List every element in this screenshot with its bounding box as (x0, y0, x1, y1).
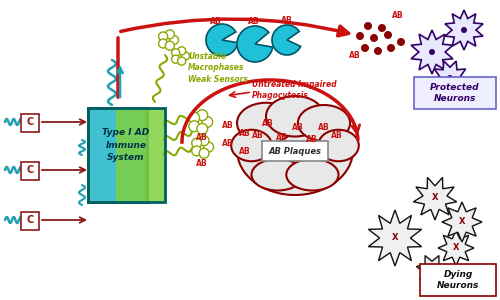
Circle shape (204, 142, 214, 152)
Text: AB: AB (331, 130, 343, 140)
Circle shape (370, 34, 378, 42)
FancyBboxPatch shape (262, 141, 328, 161)
Circle shape (378, 24, 386, 32)
Text: AB: AB (248, 17, 260, 26)
Text: Type I AD
Immune
System: Type I AD Immune System (102, 128, 150, 162)
Circle shape (461, 27, 467, 33)
Text: X: X (392, 233, 398, 242)
Circle shape (364, 22, 372, 30)
Ellipse shape (318, 130, 359, 161)
Circle shape (197, 123, 207, 134)
Circle shape (189, 121, 200, 132)
Circle shape (170, 35, 178, 44)
Polygon shape (438, 230, 474, 266)
Circle shape (178, 47, 186, 55)
Ellipse shape (252, 159, 304, 190)
Circle shape (197, 110, 207, 121)
Ellipse shape (266, 96, 324, 136)
Text: AB: AB (306, 136, 318, 145)
Text: AB Plaques: AB Plaques (268, 146, 322, 155)
Ellipse shape (237, 105, 353, 195)
Text: AB: AB (252, 130, 264, 140)
Circle shape (166, 41, 174, 50)
Circle shape (387, 44, 395, 52)
Circle shape (429, 49, 435, 55)
Circle shape (192, 138, 202, 148)
Circle shape (397, 38, 405, 46)
FancyBboxPatch shape (21, 114, 39, 132)
Polygon shape (442, 202, 482, 242)
Polygon shape (368, 210, 422, 266)
Circle shape (199, 136, 209, 146)
Text: AB: AB (196, 158, 208, 167)
Circle shape (189, 112, 200, 123)
Text: AB: AB (262, 118, 274, 127)
Circle shape (356, 32, 364, 40)
Polygon shape (416, 256, 448, 286)
Polygon shape (445, 10, 483, 50)
FancyBboxPatch shape (420, 264, 496, 296)
Wedge shape (272, 25, 300, 55)
FancyBboxPatch shape (21, 212, 39, 230)
Text: AB: AB (292, 124, 304, 133)
Text: AB: AB (222, 121, 234, 130)
Circle shape (172, 49, 179, 57)
Text: X: X (429, 266, 435, 274)
Text: AB: AB (239, 148, 251, 157)
Text: C: C (26, 215, 34, 225)
Circle shape (166, 30, 174, 39)
Ellipse shape (286, 159, 339, 190)
Text: Unstable
Macrophases
Weak Sensors: Unstable Macrophases Weak Sensors (188, 52, 248, 84)
Polygon shape (432, 61, 468, 96)
FancyBboxPatch shape (21, 162, 39, 180)
Text: C: C (26, 165, 34, 175)
Text: AB: AB (318, 124, 330, 133)
Circle shape (447, 75, 453, 81)
FancyBboxPatch shape (88, 108, 147, 202)
Text: X: X (453, 244, 459, 253)
Text: AB: AB (210, 17, 222, 26)
Text: AB: AB (392, 11, 404, 20)
Circle shape (172, 55, 179, 63)
Circle shape (158, 32, 168, 41)
Ellipse shape (298, 105, 350, 141)
Circle shape (182, 52, 190, 60)
Circle shape (361, 44, 369, 52)
Polygon shape (411, 30, 453, 74)
Circle shape (202, 117, 212, 128)
Text: AB: AB (239, 128, 251, 137)
FancyBboxPatch shape (116, 108, 165, 202)
Text: C: C (26, 117, 34, 127)
Text: AB: AB (222, 139, 234, 148)
Wedge shape (237, 26, 272, 62)
Circle shape (192, 146, 202, 156)
Text: Protected
Neurons: Protected Neurons (430, 83, 480, 103)
Ellipse shape (231, 130, 272, 161)
Wedge shape (206, 24, 238, 56)
Circle shape (178, 57, 186, 65)
Text: Dying
Neurons: Dying Neurons (437, 270, 479, 290)
Text: AB: AB (276, 134, 288, 142)
Text: Untreated Impaired
Phagocytosis: Untreated Impaired Phagocytosis (252, 80, 336, 100)
Text: AB: AB (196, 134, 208, 142)
Circle shape (158, 39, 168, 48)
Text: X: X (432, 194, 438, 202)
Text: AB: AB (281, 16, 293, 25)
Circle shape (374, 47, 382, 55)
Ellipse shape (237, 103, 295, 143)
Circle shape (199, 148, 209, 158)
Circle shape (384, 31, 392, 39)
Text: X: X (459, 218, 465, 226)
FancyBboxPatch shape (414, 77, 496, 109)
Polygon shape (414, 177, 457, 220)
Text: AB: AB (349, 51, 361, 60)
